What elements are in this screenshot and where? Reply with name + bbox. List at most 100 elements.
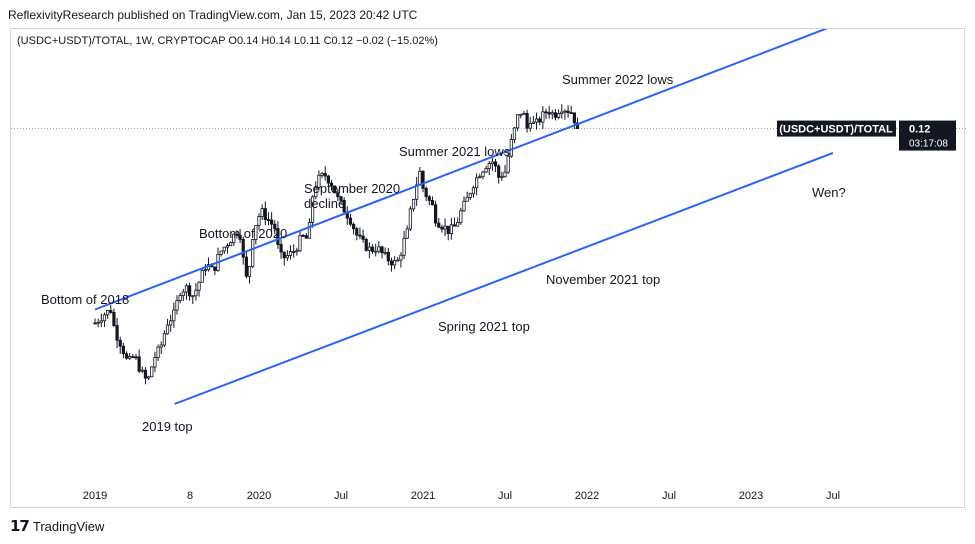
candle (301, 233, 305, 238)
candle-body (547, 112, 551, 115)
candle (497, 163, 501, 184)
candle (222, 246, 226, 254)
candle-body (560, 111, 564, 114)
candle-body (377, 246, 381, 252)
candle (506, 152, 510, 174)
candle (345, 206, 349, 226)
price-chart[interactable]: 2019 8 2020 Jul 2021 Jul 2022 Jul 2023 Jul Bottom… (11, 29, 966, 509)
candle-body (503, 171, 507, 178)
candle-body (282, 251, 286, 259)
candle-body (336, 192, 340, 198)
candle-body (339, 196, 343, 201)
candle-body (102, 314, 107, 322)
candle (188, 282, 192, 301)
candle-body (538, 118, 542, 123)
candle-body (323, 173, 327, 177)
candle-body (541, 111, 545, 123)
candle-body (516, 114, 520, 129)
brand-name: TradingView (32, 518, 105, 534)
symbol-price-tag-text: (USDC+USDT)/TOTAL (779, 124, 893, 136)
annotation-label: Bottom of 2018 (41, 292, 129, 307)
candle-body (358, 234, 362, 237)
candle-body (165, 324, 170, 335)
annotation-label: Spring 2021 top (438, 319, 530, 334)
candle (323, 166, 327, 181)
candle-body (411, 198, 416, 210)
candle-body (452, 224, 457, 227)
candle-body (191, 295, 195, 298)
candle-body (169, 320, 173, 326)
candle-body (386, 251, 390, 262)
candle (475, 173, 479, 196)
candle-body (506, 155, 510, 173)
candle (386, 247, 390, 266)
candle-body (427, 196, 431, 201)
candle-body (468, 193, 472, 198)
candle (465, 191, 469, 202)
candle-body (333, 185, 337, 194)
candle (358, 227, 362, 240)
candle-body (109, 310, 113, 313)
candle (147, 375, 151, 380)
candle (263, 201, 267, 225)
candle (295, 247, 299, 256)
chart-panel[interactable]: 2019 8 2020 Jul 2021 Jul 2022 Jul 2023 Jul Bottom… (10, 28, 966, 509)
candle-body (254, 224, 258, 240)
candle (415, 176, 419, 206)
candle (547, 106, 551, 119)
candle (102, 312, 107, 328)
candle (124, 351, 129, 360)
candle-body (430, 200, 435, 206)
candle-body (131, 356, 135, 358)
candle-body (203, 269, 207, 272)
tradingview-logo-icon: 17 (10, 517, 30, 535)
candle (320, 172, 324, 179)
candle (478, 173, 482, 179)
candle-body (342, 200, 346, 213)
candle (550, 109, 554, 120)
candle-body (405, 228, 409, 239)
candle (172, 302, 176, 328)
candle-body (181, 291, 185, 296)
candle (437, 218, 441, 229)
candle-body (153, 357, 157, 368)
candle-body (566, 110, 570, 113)
x-tick-label: Jul (334, 490, 348, 502)
candle (121, 342, 125, 359)
candle (118, 336, 122, 354)
candle (516, 114, 520, 132)
candle-body (124, 353, 129, 359)
candle-body (326, 175, 330, 184)
candle-body (408, 208, 412, 230)
candle-body (257, 216, 261, 226)
candle-body (150, 366, 154, 378)
candle (538, 116, 542, 126)
candle-body (487, 163, 491, 169)
candle (298, 230, 302, 252)
candle (512, 127, 517, 144)
candle-body (402, 237, 406, 256)
candle (424, 186, 428, 201)
candle (115, 317, 119, 349)
candle-body (478, 176, 482, 179)
candle-body (200, 270, 204, 283)
candle (408, 206, 412, 232)
candle-body (557, 113, 561, 118)
candle (487, 161, 491, 176)
candle-body (528, 123, 532, 129)
candle (200, 268, 204, 283)
candle-body (465, 196, 469, 202)
candle (380, 245, 384, 259)
candle-body (301, 234, 305, 237)
candle-body (317, 174, 321, 188)
candle (370, 244, 375, 254)
candle-body (159, 344, 163, 348)
candle-body (270, 219, 274, 225)
candle (443, 218, 447, 237)
x-tick-label: 2020 (247, 490, 271, 502)
candle (238, 229, 242, 244)
candle (235, 230, 239, 239)
candle (531, 115, 535, 125)
candle (134, 353, 138, 360)
candle-body (194, 289, 198, 297)
